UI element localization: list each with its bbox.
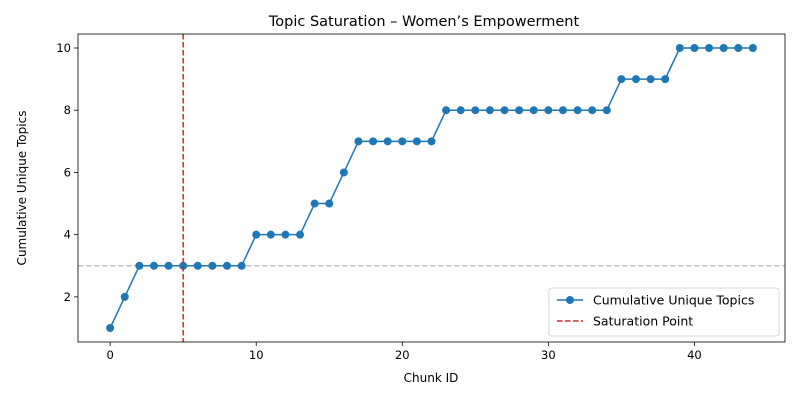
legend-label-cumulative-unique-topics: Cumulative Unique Topics (593, 293, 754, 308)
data-point (705, 44, 714, 52)
x-tick-label: 30 (541, 348, 556, 362)
data-point (748, 44, 757, 52)
data-point (617, 75, 626, 84)
data-point (237, 261, 246, 270)
data-point (661, 75, 670, 84)
data-point (690, 44, 699, 52)
data-point (471, 106, 480, 115)
legend-label-saturation-point: Saturation Point (593, 314, 693, 329)
x-tick-label: 0 (106, 348, 113, 362)
data-point (252, 230, 261, 239)
y-axis-ticks: 2 4 6 8 10 (56, 41, 78, 304)
y-tick-label: 4 (64, 228, 71, 242)
y-tick-label: 8 (64, 103, 71, 117)
data-point (383, 137, 392, 146)
legend: Cumulative Unique Topics Saturation Poin… (548, 287, 780, 337)
y-axis-label: Cumulative Unique Topics (15, 111, 29, 266)
data-point (120, 292, 129, 301)
data-point (544, 106, 553, 115)
data-point (296, 230, 305, 239)
data-point (106, 324, 115, 332)
legend-box (548, 287, 780, 337)
data-point (646, 75, 655, 84)
data-point (485, 106, 494, 115)
data-point (281, 230, 290, 239)
data-point (719, 44, 728, 52)
data-point (193, 261, 202, 270)
y-tick-label: 10 (56, 41, 71, 55)
data-point (558, 106, 567, 115)
data-point (135, 261, 144, 270)
data-point (734, 44, 743, 52)
data-point (398, 137, 407, 146)
x-axis-ticks: 0 10 20 30 40 (106, 342, 702, 362)
data-point (442, 106, 451, 115)
series-line-cumulative-unique-topics (109, 47, 753, 329)
data-point (310, 199, 319, 208)
x-tick-label: 10 (249, 348, 264, 362)
data-point (456, 106, 465, 115)
data-point (369, 137, 378, 146)
data-point (573, 106, 582, 115)
data-point (675, 44, 684, 52)
x-tick-label: 40 (687, 348, 702, 362)
data-point (412, 137, 421, 146)
plot-frame (77, 33, 786, 343)
legend-marker-sample (566, 296, 574, 304)
data-point (266, 230, 275, 239)
data-point (602, 106, 611, 115)
data-point (149, 261, 158, 270)
data-point (515, 106, 524, 115)
data-point (179, 261, 188, 270)
y-tick-label: 2 (64, 290, 71, 304)
data-point (354, 137, 363, 146)
data-point (632, 75, 641, 84)
data-point (325, 199, 334, 208)
data-point (500, 106, 509, 115)
plot-content (78, 34, 785, 342)
chart-title: Topic Saturation – Women’s Empowerment (268, 14, 580, 30)
data-point (222, 261, 231, 270)
x-tick-label: 20 (395, 348, 410, 362)
data-point (339, 168, 348, 177)
y-tick-label: 6 (64, 165, 71, 179)
data-point (208, 261, 217, 270)
data-point (588, 106, 597, 115)
x-axis-label: Chunk ID (404, 371, 459, 385)
data-point (427, 137, 436, 146)
data-point (164, 261, 173, 270)
data-point (529, 106, 538, 115)
